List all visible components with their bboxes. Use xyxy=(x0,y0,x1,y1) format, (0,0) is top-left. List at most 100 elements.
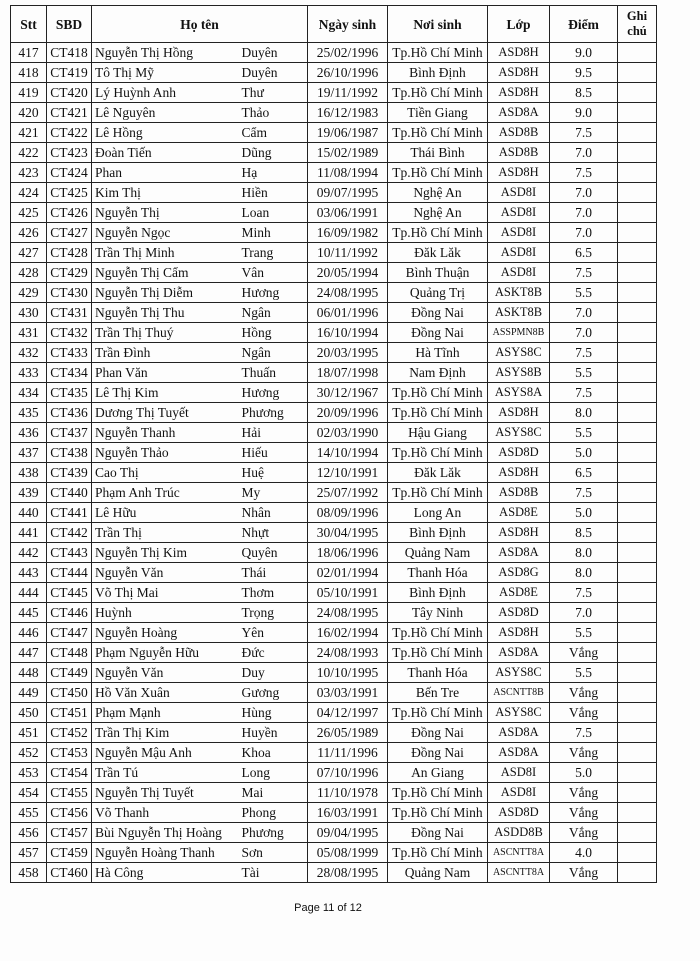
birth-date: 30/04/1995 xyxy=(307,522,388,543)
note-cell xyxy=(617,362,657,383)
score: 7.5 xyxy=(549,122,618,143)
class: ASYS8C xyxy=(487,422,550,443)
note-cell xyxy=(617,742,657,763)
class: ASD8I xyxy=(487,222,550,243)
score: 7.0 xyxy=(549,202,618,223)
score: 7.0 xyxy=(549,322,618,343)
class: ASYS8C xyxy=(487,662,550,683)
surname: Nguyễn Thị Hồng xyxy=(91,42,240,63)
given-name: Hồng xyxy=(239,322,308,343)
birth-date: 11/08/1994 xyxy=(307,162,388,183)
birth-date: 05/10/1991 xyxy=(307,582,388,603)
birth-place: Đăk Lăk xyxy=(387,242,488,263)
birth-place: Tp.Hồ Chí Minh xyxy=(387,82,488,103)
birth-date: 09/04/1995 xyxy=(307,822,388,843)
row-number: 419 xyxy=(10,82,47,103)
given-name: Ngân xyxy=(239,342,308,363)
given-name: Huyền xyxy=(239,722,308,743)
given-name: Vân xyxy=(239,262,308,283)
class: ASD8E xyxy=(487,502,550,523)
surname: Dương Thị Tuyết xyxy=(91,402,240,423)
birth-place: Đồng Nai xyxy=(387,302,488,323)
score: 4.0 xyxy=(549,842,618,863)
surname: Nguyễn Thảo xyxy=(91,442,240,463)
surname: Võ Thị Mai xyxy=(91,582,240,603)
birth-date: 26/10/1996 xyxy=(307,62,388,83)
class: ASD8I xyxy=(487,202,550,223)
note-cell xyxy=(617,682,657,703)
birth-place: Tp.Hồ Chí Minh xyxy=(387,382,488,403)
surname: Nguyễn Thị Thu xyxy=(91,302,240,323)
given-name: Hải xyxy=(239,422,308,443)
note-cell xyxy=(617,842,657,863)
note-cell xyxy=(617,102,657,123)
note-cell xyxy=(617,602,657,623)
given-name: Hiền xyxy=(239,182,308,203)
class: ASD8H xyxy=(487,162,550,183)
given-name: Long xyxy=(239,762,308,783)
score: 7.0 xyxy=(549,302,618,323)
surname: Nguyễn Ngọc xyxy=(91,222,240,243)
results-table: Stt SBD Họ tên Ngày sinh Nơi sinh Lớp Điểm Ghi … xyxy=(10,5,657,883)
candidate-id: CT428 xyxy=(46,242,92,263)
row-number: 426 xyxy=(10,222,47,243)
surname: Đoàn Tiến xyxy=(91,142,240,163)
table-row: 442 CT443 Nguyễn Thị Kim Quyên 18/06/1996 Quả… xyxy=(10,542,657,563)
row-number: 428 xyxy=(10,262,47,283)
note-cell xyxy=(617,302,657,323)
surname: Võ Thanh xyxy=(91,802,240,823)
table-row: 455 CT456 Võ Thanh Phong 16/03/1991 Tp.Hồ Chí… xyxy=(10,802,657,823)
note-cell xyxy=(617,422,657,443)
class: ASD8H xyxy=(487,82,550,103)
given-name: Gương xyxy=(239,682,308,703)
birth-date: 20/09/1996 xyxy=(307,402,388,423)
candidate-id: CT421 xyxy=(46,102,92,123)
note-cell xyxy=(617,282,657,303)
table-row: 425 CT426 Nguyễn Thị Loan 03/06/1991 Nghệ An A… xyxy=(10,202,657,223)
birth-date: 06/01/1996 xyxy=(307,302,388,323)
birth-date: 30/12/1967 xyxy=(307,382,388,403)
score: Vắng xyxy=(549,802,618,823)
row-number: 444 xyxy=(10,582,47,603)
candidate-id: CT453 xyxy=(46,742,92,763)
surname: Phan Văn xyxy=(91,362,240,383)
birth-place: Nghệ An xyxy=(387,202,488,223)
class: ASD8A xyxy=(487,722,550,743)
score: 7.5 xyxy=(549,582,618,603)
birth-place: Tp.Hồ Chí Minh xyxy=(387,122,488,143)
column-header: Họ tên xyxy=(91,5,308,43)
note-cell xyxy=(617,342,657,363)
note-cell xyxy=(617,542,657,563)
row-number: 454 xyxy=(10,782,47,803)
birth-place: Tp.Hồ Chí Minh xyxy=(387,842,488,863)
row-number: 425 xyxy=(10,202,47,223)
surname: Lê Hồng xyxy=(91,122,240,143)
class: ASCNTT8A xyxy=(487,862,550,883)
table-row: 456 CT457 Bùi Nguyễn Thị Hoàng Phương 09/04/… xyxy=(10,822,657,843)
given-name: Nhựt xyxy=(239,522,308,543)
table-row: 453 CT454 Trần Tú Long 07/10/1996 An Giang ASD… xyxy=(10,762,657,783)
row-number: 440 xyxy=(10,502,47,523)
birth-date: 19/06/1987 xyxy=(307,122,388,143)
birth-place: Long An xyxy=(387,502,488,523)
note-cell xyxy=(617,702,657,723)
row-number: 449 xyxy=(10,682,47,703)
given-name: Yên xyxy=(239,622,308,643)
row-number: 423 xyxy=(10,162,47,183)
birth-date: 05/08/1999 xyxy=(307,842,388,863)
candidate-id: CT419 xyxy=(46,62,92,83)
score: 7.5 xyxy=(549,482,618,503)
table-row: 428 CT429 Nguyễn Thị Cẩm Vân 20/05/1994 Bình … xyxy=(10,262,657,283)
class: ASD8A xyxy=(487,102,550,123)
class: ASYS8B xyxy=(487,362,550,383)
score: 9.0 xyxy=(549,42,618,63)
birth-date: 10/11/1992 xyxy=(307,242,388,263)
table-row: 451 CT452 Trần Thị Kim Huyền 26/05/1989 Đồng … xyxy=(10,722,657,743)
row-number: 448 xyxy=(10,662,47,683)
class: ASSPMN8B xyxy=(487,322,550,343)
given-name: Hương xyxy=(239,282,308,303)
score: Vắng xyxy=(549,822,618,843)
class: ASD8H xyxy=(487,402,550,423)
note-cell xyxy=(617,202,657,223)
note-cell xyxy=(617,122,657,143)
